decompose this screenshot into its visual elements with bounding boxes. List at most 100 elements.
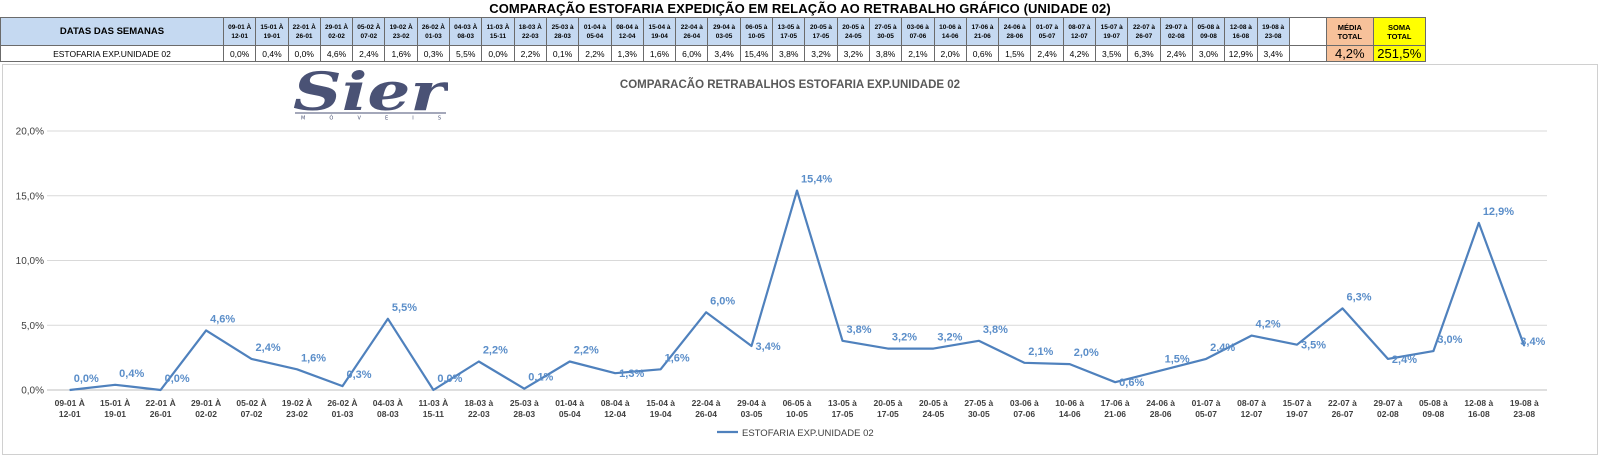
week-label-line2: 05-07 <box>1038 32 1056 40</box>
data-point <box>796 190 798 192</box>
page-title: COMPARAÇÃO ESTOFARIA EXPEDIÇÃO EM RELAÇÃ… <box>489 1 1111 16</box>
data-point <box>978 340 980 342</box>
x-tick-label: 22-01 À <box>146 398 176 408</box>
data-label: 1,5% <box>1165 354 1190 366</box>
week-value: 0,4% <box>262 48 282 59</box>
week-value-cell: 6,0% <box>675 45 709 62</box>
week-label-line1: 29-01 À <box>324 23 349 31</box>
x-tick-label: 04-03 À <box>373 398 403 408</box>
x-tick-label: 13-05 à <box>828 398 857 408</box>
week-header-cell: 04-03 À 08-03 <box>449 17 483 46</box>
x-tick-label: 11-03 À <box>418 398 448 408</box>
x-tick-label: 25-03 à <box>510 398 539 408</box>
week-header-cell: 19-02 À 23-02 <box>384 17 418 46</box>
x-tick-label: 20-05 à <box>873 398 902 408</box>
week-label-line2: 19-07 <box>1103 32 1120 40</box>
data-label: 1,6% <box>665 352 690 364</box>
week-label-line1: 29-04 à <box>713 23 736 31</box>
week-value-cell: 0,3% <box>416 45 451 62</box>
week-label-line1: 06-05 à <box>745 23 768 31</box>
week-value: 5,5% <box>456 48 476 59</box>
data-label: 1,6% <box>301 352 326 364</box>
week-value: 1,5% <box>1005 48 1025 59</box>
week-label-line2: 10-05 <box>748 32 765 40</box>
data-label: 0,0% <box>437 373 462 385</box>
data-label: 3,2% <box>892 332 917 344</box>
week-header-cell: 08-07 à 12-07 <box>1062 17 1097 46</box>
week-header-cell: 10-06 à 14-06 <box>933 17 967 46</box>
soma-header-line2: TOTAL <box>1387 31 1412 41</box>
x-tick-label: 30-05 <box>968 409 990 419</box>
week-value-cell: 2,2% <box>578 45 612 62</box>
x-tick-label: 10-06 à <box>1055 398 1084 408</box>
data-label: 15,4% <box>801 174 832 186</box>
data-point <box>160 389 162 391</box>
week-label-line1: 04-03 À <box>454 23 478 31</box>
week-value: 2,1% <box>908 48 928 59</box>
week-value: 3,8% <box>875 48 896 59</box>
week-label-line2: 12-01 <box>231 32 248 40</box>
week-value-cell: 6,3% <box>1127 45 1161 62</box>
x-tick-label: 29-04 à <box>737 398 766 408</box>
week-value: 0,3% <box>423 48 444 59</box>
data-point <box>1205 358 1207 360</box>
week-label-line1: 12-08 à <box>1229 23 1252 31</box>
week-value-cell: 2,1% <box>901 45 935 62</box>
x-tick-label: 05-04 <box>559 409 581 419</box>
week-value-cell: 3,4% <box>1256 45 1290 62</box>
week-value: 4,6% <box>326 48 347 59</box>
week-label-line1: 18-03 À <box>518 23 542 31</box>
data-label: 0,4% <box>119 368 144 380</box>
week-label-line2: 02-08 <box>1167 32 1185 40</box>
week-value: 2,2% <box>520 48 540 59</box>
data-point <box>478 361 480 363</box>
data-point <box>1341 307 1343 309</box>
week-value-cell: 4,6% <box>319 45 354 62</box>
table-row: ESTOFARIA EXP.UNIDADE 02 0,0% 0,4% 0,0% 4,6%… <box>0 45 1426 62</box>
x-tick-label: 24-06 à <box>1146 398 1175 408</box>
x-tick-label: 26-01 <box>150 409 172 419</box>
data-point <box>1069 363 1071 365</box>
x-tick-label: 19-02 À <box>282 398 312 408</box>
week-value: 6,3% <box>1134 48 1154 59</box>
x-tick-label: 22-04 à <box>692 398 721 408</box>
data-point <box>1478 222 1480 224</box>
x-tick-label: 01-04 à <box>555 398 584 408</box>
media-total-header: MÉDIA TOTAL <box>1325 17 1374 46</box>
soma-total-header: SOMA TOTAL <box>1372 17 1426 46</box>
week-value-cell: 1,6% <box>642 45 677 62</box>
x-tick-label: 01-03 <box>332 409 354 419</box>
week-header-cell: 05-02 À 07-02 <box>352 17 386 46</box>
week-value: 12,9% <box>1228 48 1253 59</box>
week-label-line1: 26-02 À <box>421 23 445 31</box>
data-point <box>387 318 389 320</box>
data-label: 0,1% <box>528 372 553 384</box>
data-label: 2,4% <box>256 342 281 354</box>
x-tick-label: 28-06 <box>1150 409 1172 419</box>
week-value-cell: 2,4% <box>352 45 386 62</box>
week-header-cell: 22-01 À 26-01 <box>287 17 321 46</box>
week-value: 2,4% <box>1037 48 1057 59</box>
row-label-text: ESTOFARIA EXP.UNIDADE 02 <box>53 48 171 59</box>
week-header-cell: 08-04 à 12-04 <box>610 17 644 46</box>
x-tick-label: 05-07 <box>1195 409 1217 419</box>
x-tick-label: 19-07 <box>1286 409 1308 419</box>
x-tick-label: 06-05 à <box>783 398 812 408</box>
week-label-line2: 26-07 <box>1135 32 1153 40</box>
week-label-line2: 12-07 <box>1071 32 1088 40</box>
week-label-line1: 08-04 à <box>616 23 639 31</box>
week-header-cell: 26-02 À 01-03 <box>416 17 451 46</box>
week-value: 2,2% <box>585 48 605 59</box>
week-header-cell: 25-03 à 28-03 <box>545 17 580 46</box>
y-tick-label: 5,0% <box>21 321 44 332</box>
x-tick-label: 26-07 <box>1332 409 1354 419</box>
week-label-line1: 11-03 À <box>486 23 510 31</box>
x-tick-label: 09-08 <box>1422 409 1444 419</box>
week-value: 0,0% <box>229 48 250 59</box>
data-point <box>1387 358 1389 360</box>
week-value: 4,2% <box>1069 48 1090 59</box>
data-label: 5,5% <box>392 302 417 314</box>
data-label: 2,2% <box>574 345 599 357</box>
week-label-line1: 22-04 à <box>680 23 703 31</box>
week-label-line1: 09-01 À <box>228 23 252 31</box>
